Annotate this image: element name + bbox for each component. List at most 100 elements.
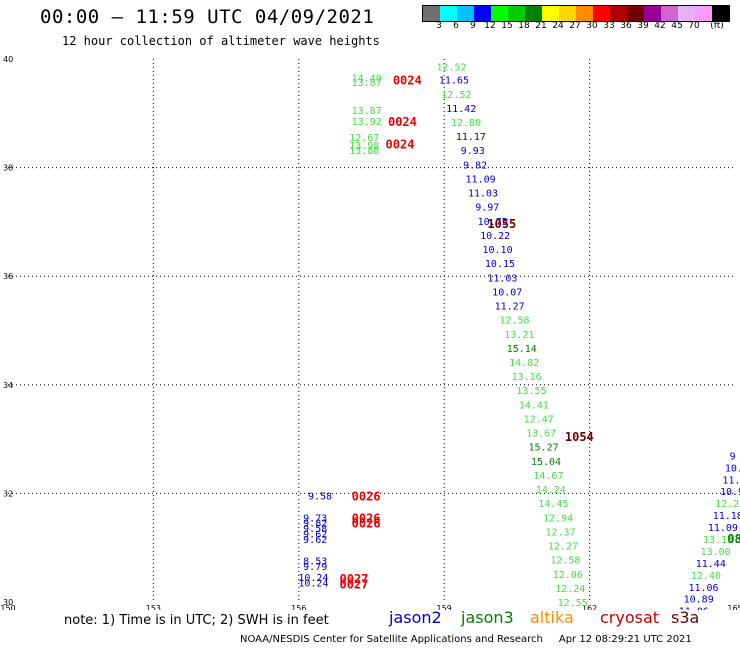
wave-height-value: 11.06 xyxy=(688,583,718,594)
pass-time-label: 0026 xyxy=(352,517,381,531)
pass-time-label: 1054 xyxy=(565,430,594,444)
wave-height-value: 13.16 xyxy=(512,372,542,383)
lon-tick-label: 159 xyxy=(437,604,452,610)
colorbar-swatch xyxy=(457,6,474,21)
colorbar-swatch xyxy=(559,6,576,21)
colorbar-label: 30 xyxy=(586,21,598,31)
footer: NOAA/NESDIS Center for Satellite Applica… xyxy=(240,634,692,645)
wave-height-value: 9.79 xyxy=(303,562,327,573)
legend-cryosat: cryosat xyxy=(600,608,660,627)
wave-height-value: 10. xyxy=(725,463,740,474)
pass-time-label: 0024 xyxy=(393,74,422,88)
pass-time-label: 0026 xyxy=(352,490,381,504)
lon-tick-label: 165 xyxy=(727,604,740,610)
observation-labels: 12.52 11.65 12.52 11.42 12.80 11.17 9.93 9.82 11… xyxy=(298,63,740,610)
colorbar-label: 21 xyxy=(535,21,547,31)
legend-jason2: jason2 xyxy=(389,608,442,627)
wave-height-value: 12.27 xyxy=(548,542,578,553)
wave-height-value: 13.15 xyxy=(703,535,733,546)
colorbar-swatch xyxy=(423,6,440,21)
wave-height-value: 11.42 xyxy=(446,104,476,115)
lat-lon-grid xyxy=(8,59,735,602)
colorbar-swatch xyxy=(712,6,729,21)
colorbar-swatch xyxy=(576,6,593,21)
wave-height-value: 9.93 xyxy=(461,146,485,157)
wave-height-value: 9.58 xyxy=(303,524,327,535)
wave-height-value: 13.55 xyxy=(516,386,546,397)
wave-height-value: 12.40 xyxy=(691,571,721,582)
wave-height-value: 11.17 xyxy=(456,132,486,143)
wave-height-value: 10.07 xyxy=(492,287,522,298)
wave-height-value: 12.58 xyxy=(499,316,529,327)
pass-time-label: 0818 xyxy=(727,532,740,546)
colorbar-label: 36 xyxy=(620,21,632,31)
colorbar-swatch xyxy=(525,6,542,21)
pass-time-label: 0027 xyxy=(340,578,369,592)
wave-height-value: 13.21 xyxy=(504,330,534,341)
colorbar-swatch xyxy=(440,6,457,21)
colorbar-label: 42 xyxy=(654,21,666,31)
wave-height-value: 12.52 xyxy=(436,63,466,74)
colorbar-swatch xyxy=(508,6,525,21)
wave-height-value: 9.62 xyxy=(303,535,327,546)
wave-height-value: 13.80 xyxy=(349,146,379,157)
colorbar-swatch xyxy=(610,6,627,21)
wave-height-value: 12.58 xyxy=(550,556,580,567)
wave-height-map: 150 153 156 159 162 165 30 32 34 36 38 40 12.52 11.6… xyxy=(0,55,740,610)
wave-height-value: 11.03 xyxy=(468,189,498,200)
lat-tick-label: 34 xyxy=(3,381,13,390)
colorbar-label: 6 xyxy=(453,21,459,31)
wave-height-value: 11.09 xyxy=(466,174,496,185)
wave-height-value: 9.58 xyxy=(308,492,332,503)
wave-height-value: 13.98 xyxy=(349,141,379,152)
colorbar-swatch xyxy=(593,6,610,21)
wave-height-value: 13.87 xyxy=(352,78,382,89)
legend-altika: altika xyxy=(530,608,574,627)
wave-height-value: 9.62 xyxy=(303,530,327,541)
wave-height-value: 9.73 xyxy=(303,513,327,524)
wave-height-value: 14.40 xyxy=(352,73,382,84)
generated-timestamp: Apr 12 08:29:21 UTC 2021 xyxy=(558,634,692,645)
colorbar-swatch xyxy=(644,6,661,21)
wave-height-value: 10.15 xyxy=(485,259,515,270)
colorbar-swatch xyxy=(474,6,491,21)
wave-height-value: 10.75 xyxy=(478,217,508,228)
wave-height-value: 13.00 xyxy=(701,547,731,558)
wave-height-value: 12.37 xyxy=(545,527,575,538)
pass-time-label: 0024 xyxy=(386,138,415,152)
lat-tick-label: 38 xyxy=(3,164,13,173)
pass-time-label: 1055 xyxy=(487,217,516,231)
wave-height-value: 12.47 xyxy=(524,414,554,425)
colorbar-label: 9 xyxy=(470,21,476,31)
lon-tick-label: 150 xyxy=(0,604,15,610)
pass-labels: 0024002400241055105410531052002600260026… xyxy=(340,74,740,592)
wave-height-value: 10.10 xyxy=(482,245,512,256)
map-title: 00:00 – 11:59 UTC 04/09/2021 xyxy=(40,6,375,28)
wave-height-value: 13.87 xyxy=(352,106,382,117)
wave-height-value: 9.82 xyxy=(463,160,487,171)
colorbar-label: 12 xyxy=(484,21,496,31)
wave-height-value: 11.44 xyxy=(696,559,726,570)
wave-height-value: 9 xyxy=(730,451,736,462)
wave-height-value: 12.80 xyxy=(451,118,481,129)
colorbar-label: 18 xyxy=(518,21,530,31)
colorbar-label: 39 xyxy=(637,21,649,31)
wave-height-value: 10.22 xyxy=(480,231,510,242)
wave-height-value: 10.89 xyxy=(684,595,714,606)
pass-time-label: 0026 xyxy=(352,511,381,525)
lat-tick-label: 32 xyxy=(3,489,13,498)
pass-time-label: 0024 xyxy=(388,115,417,129)
wave-height-value: 11.03 xyxy=(487,273,517,284)
wave-height-value: 11.6 xyxy=(722,475,740,486)
wave-height-value: 12.55 xyxy=(558,598,588,609)
wave-height-value: 12.52 xyxy=(441,90,471,101)
colorbar-label: 70 xyxy=(688,21,700,31)
lon-tick-label: 162 xyxy=(582,604,597,610)
colorbar-swatch xyxy=(542,6,559,21)
credit-text: NOAA/NESDIS Center for Satellite Applica… xyxy=(240,634,543,645)
colorbar-swatch xyxy=(695,6,712,21)
wave-height-value: 10.24 xyxy=(298,573,328,584)
wave-height-value: 15.14 xyxy=(507,344,537,355)
axis-ticks: 150 153 156 159 162 165 30 32 34 36 38 40 xyxy=(0,55,740,610)
lat-tick-label: 30 xyxy=(3,598,13,607)
